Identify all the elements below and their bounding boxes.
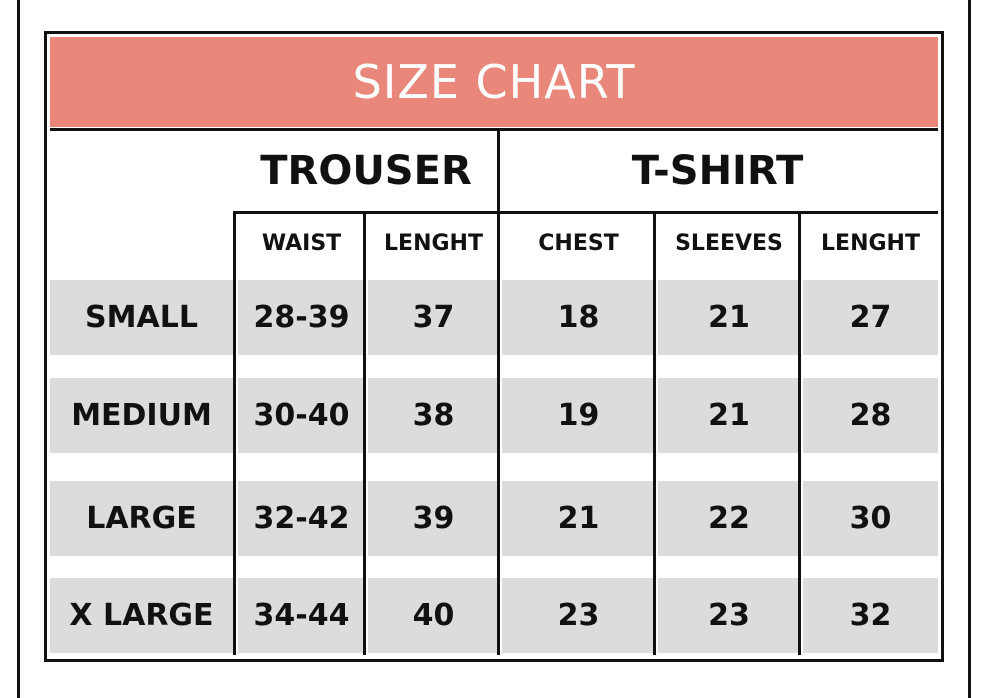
column-divider [653,212,656,655]
title-banner: SIZE CHART [50,37,938,127]
column-divider [798,212,801,655]
column-header: LENGHT [384,230,483,256]
chart-title: SIZE CHART [352,55,636,109]
row-band [502,280,655,355]
row-band [238,280,365,355]
row-band [803,578,938,653]
cell-value: 34-44 [253,598,350,633]
table-border [44,31,944,662]
column-divider [497,131,500,655]
cell-value: 30 [849,501,892,536]
page-border-right [968,0,971,698]
cell-value: 32-42 [253,501,350,536]
row-band [803,481,938,556]
row-band [658,481,800,556]
row-band [368,378,499,453]
row-band [50,578,235,653]
cell-value: 39 [412,501,455,536]
column-divider [363,212,366,655]
size-label: SMALL [85,300,198,335]
cell-value: 27 [849,300,892,335]
row-band [803,378,938,453]
row-band [658,280,800,355]
group-header-tshirt: T-SHIRT [631,148,804,194]
row-band [238,481,365,556]
row-band [658,578,800,653]
cell-value: 21 [557,501,600,536]
column-header: WAIST [261,230,342,256]
group-header-trouser: TROUSER [260,148,472,194]
column-divider [233,212,236,655]
cell-value: 23 [708,598,750,633]
cell-value: 28-39 [253,300,350,335]
row-band [238,378,365,453]
cell-value: 30-40 [253,398,350,433]
page-border-left [17,0,20,698]
row-band [368,578,499,653]
cell-value: 37 [412,300,455,335]
cell-value: 22 [708,501,750,536]
row-band [658,378,800,453]
row-band [50,280,235,355]
row-band [238,578,365,653]
cell-value: 40 [412,598,455,633]
row-band [502,481,655,556]
cell-value: 19 [557,398,600,433]
cell-value: 32 [849,598,892,633]
column-header: SLEEVES [675,230,783,256]
row-band [50,378,235,453]
row-band [368,481,499,556]
size-label: LARGE [86,501,197,536]
row-band [50,481,235,556]
column-header: CHEST [538,230,619,256]
divider [233,211,938,214]
row-band [803,280,938,355]
size-label: X LARGE [69,598,214,633]
row-band [368,280,499,355]
row-band [502,578,655,653]
size-label: MEDIUM [71,398,212,433]
cell-value: 21 [708,300,750,335]
cell-value: 18 [557,300,600,335]
cell-value: 28 [849,398,892,433]
row-band [502,378,655,453]
cell-value: 23 [557,598,600,633]
column-header: LENGHT [821,230,920,256]
divider [50,128,938,131]
cell-value: 21 [708,398,750,433]
cell-value: 38 [412,398,455,433]
